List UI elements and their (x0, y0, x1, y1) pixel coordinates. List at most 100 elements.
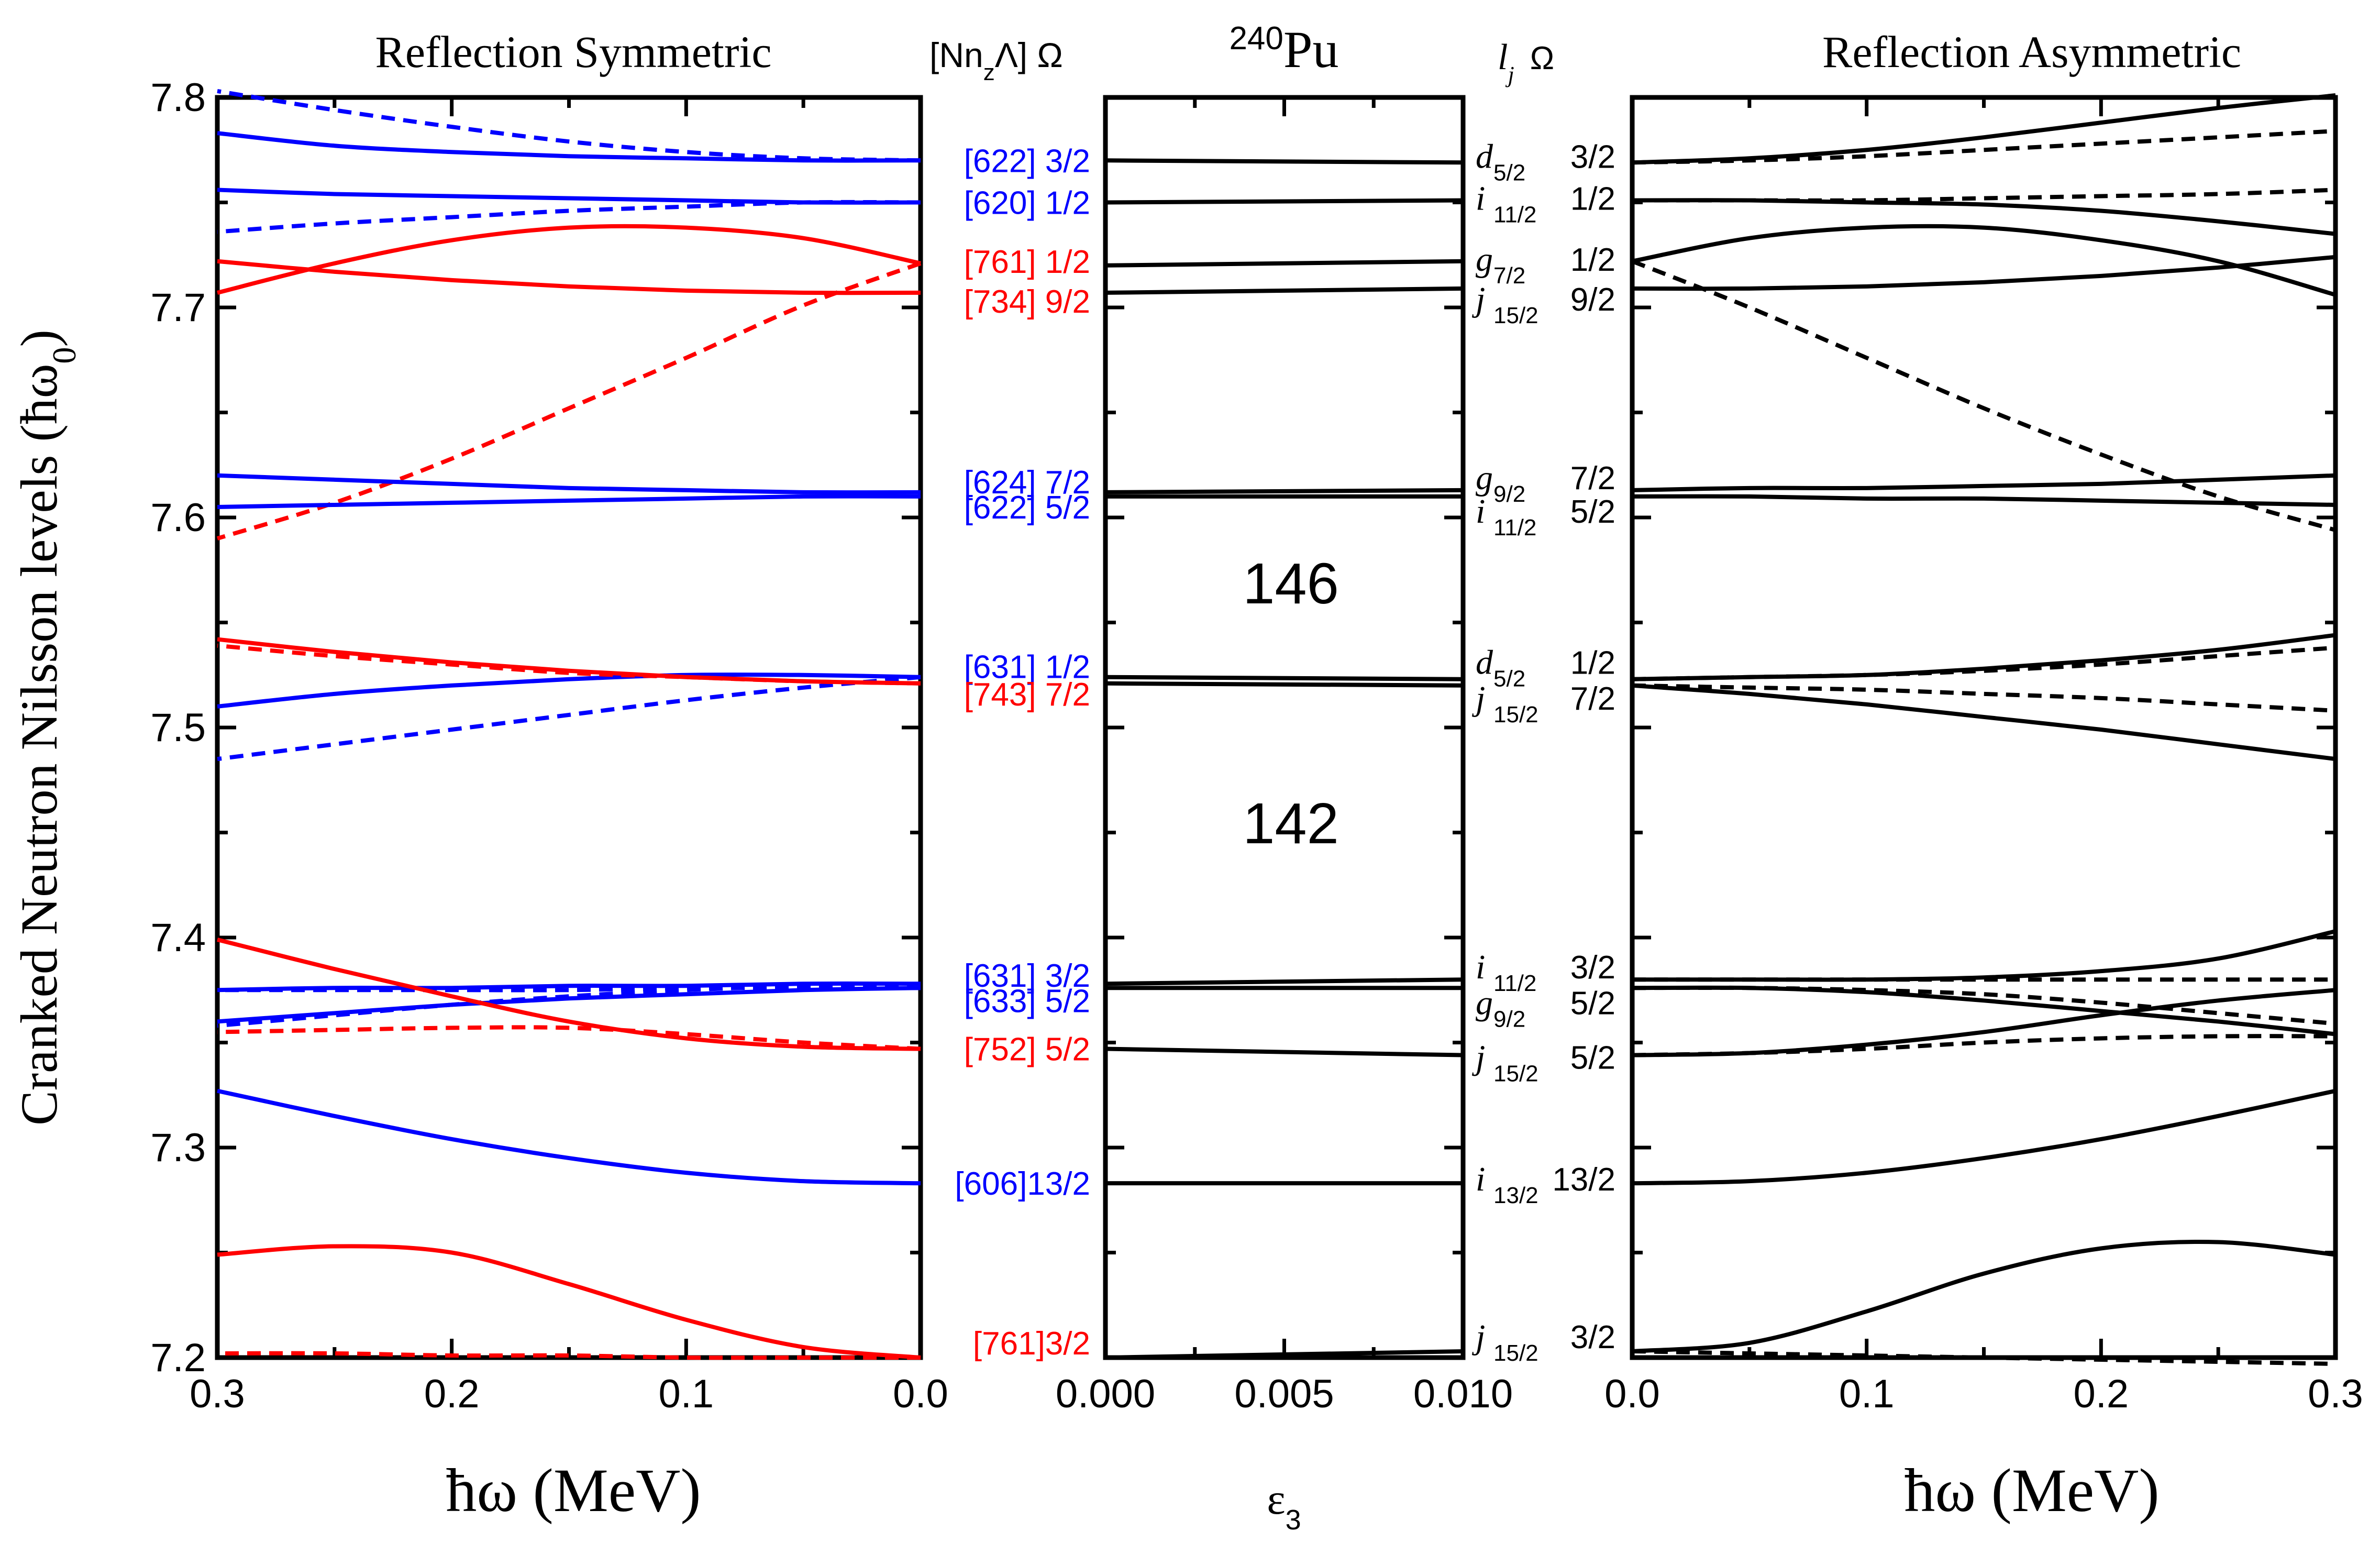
spherical-label-l: i (1476, 492, 1485, 531)
level-curve (1105, 158, 1464, 165)
level-curve (217, 224, 921, 295)
spherical-label-omega: 5/2 (1570, 1040, 1615, 1076)
x-tick-label: 0.3 (190, 1372, 245, 1416)
y-tick-label: 7.7 (150, 285, 206, 330)
spherical-label-l: g (1476, 459, 1493, 497)
spherical-header-sub: j (1505, 62, 1514, 87)
spherical-label-l: i (1476, 1160, 1485, 1198)
nilsson-header-sub: z (983, 60, 995, 85)
level-curve (1105, 681, 1464, 688)
nilsson-label: [620] 1/2 (964, 185, 1090, 222)
level-curve (217, 981, 921, 993)
nilsson-label: [743] 7/2 (964, 677, 1090, 713)
level-curve (1632, 683, 2336, 762)
spherical-label-l: i (1476, 179, 1485, 217)
shell-gap-146: 146 (1243, 552, 1339, 616)
y-axis-label: Cranked Neutron Nilsson levels (ħω0) (10, 329, 83, 1126)
spherical-label-omega: 3/2 (1570, 950, 1615, 986)
y-tick-label: 7.2 (150, 1336, 206, 1380)
spherical-label-j: 9/2 (1493, 1006, 1525, 1032)
y-tick-label: 7.3 (150, 1126, 206, 1170)
y-axis-label-text: Cranked Neutron Nilsson levels (ħω (10, 363, 68, 1125)
nilsson-label: [624] 7/2 (964, 465, 1090, 501)
x-tick-label: 0.005 (1234, 1372, 1334, 1416)
x-tick-label: 0.1 (659, 1372, 714, 1416)
nucleus-symbol: Pu (1283, 20, 1339, 79)
spherical-header: lj Ω (1498, 37, 1554, 87)
level-curve (217, 1025, 921, 1051)
spherical-header-omega: Ω (1530, 40, 1554, 76)
spherical-label-omega: 7/2 (1570, 460, 1615, 497)
level-curve (217, 985, 921, 993)
level-curve (217, 1244, 921, 1360)
spherical-label-j: 15/2 (1493, 1061, 1538, 1087)
spherical-label-l: g (1476, 240, 1493, 279)
level-curve (1632, 1239, 2336, 1353)
level-curve (1632, 129, 2336, 165)
level-curve (1105, 286, 1464, 295)
spherical-label-omega: 7/2 (1570, 681, 1615, 717)
level-curve (1105, 977, 1464, 986)
x-tick-label: 0.010 (1413, 1372, 1513, 1416)
level-curve (217, 1351, 921, 1360)
level-curve (217, 675, 921, 762)
middle-x-axis-label: ε3 (1267, 1475, 1301, 1536)
level-curve (217, 473, 921, 495)
spherical-label-j: 5/2 (1493, 160, 1525, 185)
level-curve (217, 259, 921, 295)
level-curve (1632, 1088, 2336, 1186)
axis-ticks: 7.2 7.3 7.4 7.5 7.6 7.7 7.8 0.3 0.2 0.1 0.0 0.000 0.… (150, 75, 2363, 1416)
spherical-header-l: l (1498, 37, 1508, 78)
spherical-label-omega: 3/2 (1570, 139, 1615, 175)
level-curve (1632, 188, 2336, 203)
nilsson-label: [606]13/2 (955, 1166, 1090, 1202)
spherical-label-l: d (1476, 644, 1493, 682)
nilsson-label: [633] 5/2 (964, 983, 1090, 1019)
level-curve (217, 494, 921, 509)
level-curve (1105, 198, 1464, 205)
nilsson-label: [631] 1/2 (964, 649, 1090, 686)
nilsson-label: [622] 5/2 (964, 490, 1090, 526)
nilsson-label: [734] 9/2 (964, 284, 1090, 320)
level-curve (1632, 494, 2336, 507)
level-curve (1632, 473, 2336, 492)
spherical-label-omega: 5/2 (1570, 985, 1615, 1021)
level-curve (1632, 255, 2336, 291)
x-tick-label: 0.0 (1604, 1372, 1660, 1416)
nilsson-label: [761]3/2 (973, 1326, 1090, 1362)
y-tick-label: 7.6 (150, 495, 206, 540)
level-curve (1632, 1349, 2336, 1366)
level-curve (1105, 1046, 1464, 1057)
x-tick-label: 0.000 (1056, 1372, 1155, 1416)
level-curve (1105, 1349, 1464, 1360)
y-axis-label-sub: 0 (46, 347, 83, 363)
nilsson-label: [752] 5/2 (964, 1032, 1090, 1068)
left-x-axis-label: ħω (MeV) (446, 1456, 701, 1525)
spherical-label-j: 11/2 (1493, 515, 1536, 541)
level-curve (217, 131, 921, 163)
level-curve (217, 643, 921, 686)
level-curve (1632, 645, 2336, 681)
nilsson-label: [622] 3/2 (964, 143, 1090, 179)
spherical-label-j: 15/2 (1493, 1340, 1538, 1366)
level-curve (1105, 488, 1464, 494)
left-panel-title: Reflection Symmetric (375, 27, 771, 77)
right-x-axis-label: ħω (MeV) (1904, 1456, 2159, 1525)
spherical-label-j: 11/2 (1493, 971, 1536, 996)
level-curve (217, 89, 921, 163)
x-tick-label: 0.2 (2074, 1372, 2129, 1416)
spherical-label-omega: 9/2 (1570, 282, 1615, 318)
spherical-label-j: 9/2 (1493, 481, 1525, 507)
shell-gap-142: 142 (1243, 791, 1339, 856)
spherical-label-omega: 5/2 (1570, 494, 1615, 530)
level-curves (216, 89, 2337, 1366)
level-curve (1105, 675, 1464, 681)
level-curve (217, 672, 921, 709)
spherical-label-l: i (1476, 948, 1485, 986)
level-curve (1631, 259, 2337, 532)
nilsson-header-tail: Λ] Ω (995, 36, 1063, 74)
level-curve (1632, 224, 2337, 297)
spherical-label-j: 7/2 (1493, 263, 1525, 289)
